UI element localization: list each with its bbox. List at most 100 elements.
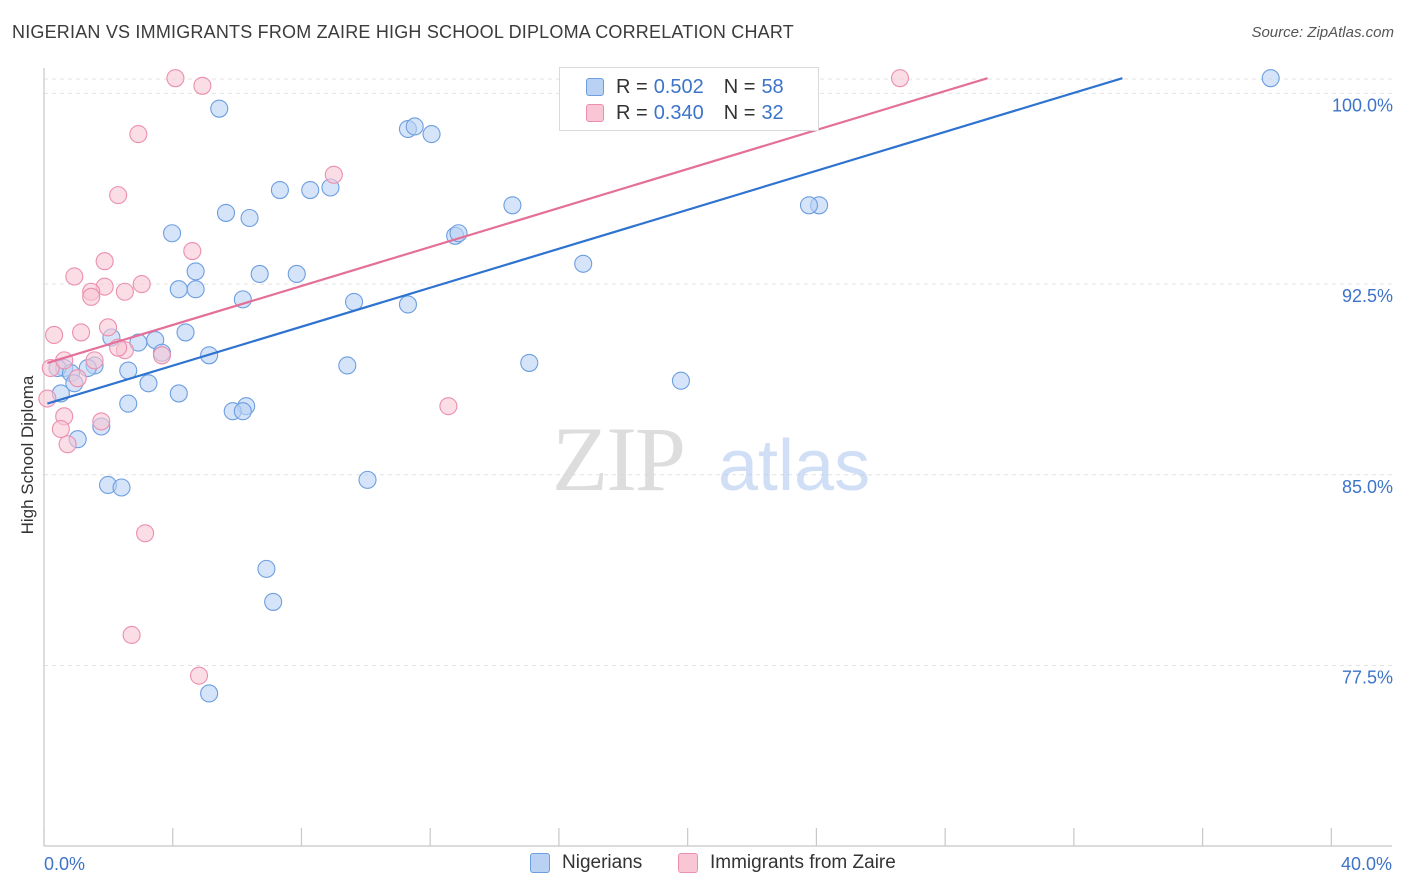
y-tick-label: 92.5%: [1342, 286, 1393, 306]
data-point-pink[interactable]: [193, 76, 212, 95]
data-point-blue[interactable]: [112, 478, 131, 497]
data-point-blue[interactable]: [422, 125, 441, 144]
data-point-pink[interactable]: [51, 419, 70, 439]
series-legend: Nigerians Immigrants from Zaire: [0, 852, 1406, 878]
data-point-blue[interactable]: [216, 203, 236, 222]
legend-row-zaire: R = 0.340 N = 32: [586, 101, 784, 125]
data-point-pink[interactable]: [41, 358, 60, 378]
watermark: ZIP atlas: [552, 408, 870, 510]
legend-n-value: 58: [761, 75, 784, 98]
legend-n-value: 32: [761, 101, 784, 124]
data-point-blue[interactable]: [176, 323, 195, 342]
x-tick-labels: 0.0% 40.0%: [44, 854, 1392, 874]
x-tick-label-max: 40.0%: [1341, 854, 1392, 874]
y-tick-label: 85.0%: [1342, 477, 1393, 497]
chart-title: NIGERIAN VS IMMIGRANTS FROM ZAIRE HIGH S…: [12, 22, 794, 42]
source-label: Source: ZipAtlas.com: [1251, 24, 1394, 41]
trend-line-pink: [47, 77, 988, 364]
data-point-blue[interactable]: [233, 290, 252, 309]
data-point-blue[interactable]: [169, 384, 188, 403]
data-point-blue[interactable]: [398, 295, 418, 314]
data-point-blue[interactable]: [574, 254, 593, 273]
data-point-blue[interactable]: [119, 394, 138, 413]
legend-n-label: N =: [723, 101, 756, 124]
data-point-blue[interactable]: [405, 117, 424, 136]
data-point-pink[interactable]: [109, 186, 128, 205]
data-point-pink[interactable]: [58, 435, 77, 454]
legend-r-value: 0.340: [653, 101, 704, 124]
data-point-pink[interactable]: [890, 69, 910, 88]
data-point-blue[interactable]: [139, 374, 158, 393]
data-point-blue[interactable]: [264, 592, 283, 611]
data-point-blue[interactable]: [338, 356, 357, 375]
legend-n-label: N =: [723, 75, 756, 98]
data-point-pink[interactable]: [85, 351, 104, 370]
data-point-blue[interactable]: [210, 99, 229, 118]
data-point-pink[interactable]: [45, 325, 64, 345]
data-point-blue[interactable]: [799, 196, 819, 215]
watermark-zip: ZIP: [552, 408, 684, 510]
data-point-pink[interactable]: [115, 282, 134, 301]
y-tick-label: 100.0%: [1332, 95, 1393, 115]
data-point-pink[interactable]: [152, 346, 171, 365]
data-point-blue[interactable]: [186, 262, 205, 281]
legend-label-nigerians: Nigerians: [562, 852, 643, 873]
data-point-blue[interactable]: [503, 196, 522, 215]
trend-line-blue: [47, 77, 1123, 405]
data-point-pink[interactable]: [95, 252, 114, 271]
series-pink-points: [38, 69, 910, 685]
data-point-pink[interactable]: [82, 287, 101, 306]
data-point-pink[interactable]: [98, 318, 118, 337]
data-point-pink[interactable]: [65, 267, 84, 286]
data-point-pink[interactable]: [189, 666, 209, 685]
data-point-pink[interactable]: [324, 165, 343, 184]
data-point-pink[interactable]: [129, 125, 148, 144]
legend-row-nigerians: R = 0.502 N = 58: [586, 75, 784, 99]
y-tick-labels: 77.5% 85.0% 92.5% 100.0%: [1332, 95, 1393, 687]
series-blue-points: [48, 69, 1280, 703]
legend-item-zaire[interactable]: Immigrants from Zaire: [678, 852, 896, 874]
data-point-pink[interactable]: [68, 369, 87, 388]
legend-item-nigerians[interactable]: Nigerians: [530, 852, 642, 874]
legend-label-zaire: Immigrants from Zaire: [710, 852, 896, 873]
legend-r-value: 0.502: [653, 75, 704, 98]
legend-swatch-blue: [530, 853, 550, 873]
data-point-blue[interactable]: [287, 264, 306, 283]
data-point-blue[interactable]: [240, 208, 259, 228]
legend-r-label: R =: [616, 75, 648, 98]
data-point-blue[interactable]: [358, 470, 377, 489]
data-point-blue[interactable]: [200, 684, 219, 703]
data-point-blue[interactable]: [186, 280, 205, 299]
stats-legend: R = 0.502 N = 58 R = 0.340 N = 32: [559, 67, 819, 131]
data-point-pink[interactable]: [92, 412, 111, 431]
data-point-blue[interactable]: [257, 559, 276, 578]
data-point-pink[interactable]: [183, 242, 202, 261]
data-point-pink[interactable]: [38, 389, 57, 408]
watermark-atlas: atlas: [718, 426, 870, 506]
legend-swatch-pink: [586, 104, 604, 122]
legend-swatch-pink: [678, 853, 698, 873]
data-point-blue[interactable]: [250, 264, 269, 283]
y-tick-label: 77.5%: [1342, 667, 1393, 687]
data-point-pink[interactable]: [132, 275, 151, 294]
data-point-blue[interactable]: [270, 180, 289, 200]
axes: [43, 68, 1392, 847]
data-point-pink[interactable]: [439, 397, 458, 416]
data-point-blue[interactable]: [671, 371, 690, 390]
data-point-blue[interactable]: [1261, 69, 1280, 88]
data-point-pink[interactable]: [166, 69, 185, 88]
data-point-pink[interactable]: [72, 323, 91, 342]
data-point-pink[interactable]: [136, 524, 155, 543]
data-point-blue[interactable]: [169, 280, 188, 299]
data-point-blue[interactable]: [233, 402, 252, 421]
data-points: [38, 69, 1280, 703]
data-point-blue[interactable]: [163, 224, 182, 243]
x-tick-label-min: 0.0%: [44, 854, 85, 874]
gridlines: [44, 78, 1392, 666]
trend-lines: [47, 77, 1123, 405]
data-point-pink[interactable]: [122, 625, 141, 645]
data-point-blue[interactable]: [520, 353, 539, 372]
data-point-blue[interactable]: [301, 180, 320, 200]
legend-r-label: R =: [616, 101, 648, 124]
